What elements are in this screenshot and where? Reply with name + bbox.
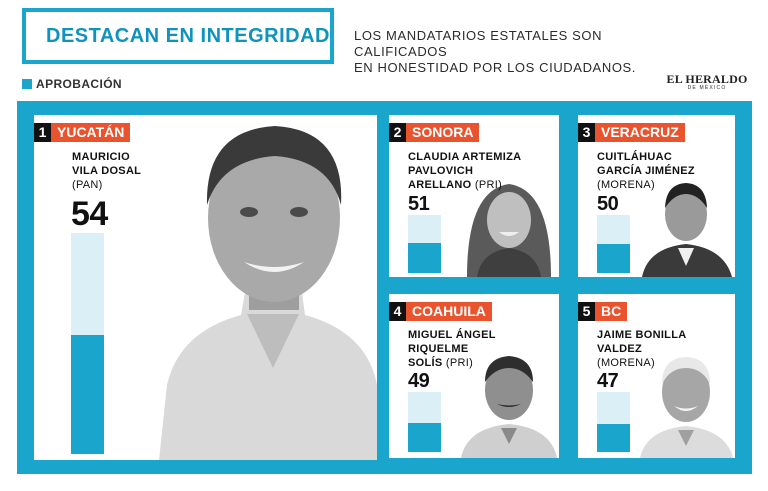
party-label: (PRI) xyxy=(445,357,474,369)
name-line: CLAUDIA ARTEMIZA xyxy=(408,151,522,163)
rank-label-2: 2 SONORA xyxy=(389,123,480,142)
rank-number-2: 2 xyxy=(389,123,406,142)
portrait-photo-3 xyxy=(642,183,732,277)
governor-card-1: 1 YUCATÁN MAURICIO VILA DOSAL (PAN) 54 xyxy=(34,115,377,460)
brand-sub: DE MÉXICO xyxy=(687,85,727,91)
score-value-2: 51 xyxy=(408,193,430,215)
brand-logo: EL HERALDO DE MÉXICO xyxy=(662,72,752,91)
party-label: (MORENA) xyxy=(597,357,656,369)
results-frame: 1 YUCATÁN MAURICIO VILA DOSAL (PAN) 54 2… xyxy=(17,101,752,474)
legend-label: APROBACIÓN xyxy=(36,77,123,91)
legend: APROBACIÓN xyxy=(22,77,122,91)
score-bar-4 xyxy=(408,392,441,452)
portrait-photo-4 xyxy=(461,356,557,458)
score-bar-fill-1 xyxy=(71,334,104,454)
rank-number-1: 1 xyxy=(34,123,51,142)
brand-name: EL HERALDO xyxy=(666,72,748,86)
page-title: DESTACAN EN INTEGRIDAD xyxy=(46,25,330,47)
party-label: (PAN) xyxy=(72,179,103,191)
rank-label-3: 3 VERACRUZ xyxy=(578,123,685,142)
name-line: ARELLANO xyxy=(408,179,472,191)
name-line: MAURICIO xyxy=(72,151,131,163)
governor-card-5: 5 BC JAIME BONILLA VALDEZ (MORENA) 47 xyxy=(578,294,735,458)
state-name-5: BC xyxy=(595,302,628,321)
score-bar-fill-2 xyxy=(408,243,441,273)
rank-number-3: 3 xyxy=(578,123,595,142)
score-bar-fill-4 xyxy=(408,422,441,452)
rank-label-4: 4 COAHUILA xyxy=(389,302,492,321)
name-line: CUITLÁHUAC xyxy=(597,151,673,163)
header-box: DESTACAN EN INTEGRIDAD xyxy=(22,8,334,64)
page-subtitle: LOS MANDATARIOS ESTATALES SON CALIFICADO… xyxy=(354,28,637,75)
governor-name-2: CLAUDIA ARTEMIZA PAVLOVICH ARELLANO (PRI… xyxy=(408,150,521,192)
governor-card-2: 2 SONORA CLAUDIA ARTEMIZA PAVLOVICH AREL… xyxy=(389,115,559,277)
score-bar-1 xyxy=(71,233,104,454)
score-bar-fill-5 xyxy=(597,423,630,452)
name-line: SOLÍS xyxy=(408,357,443,369)
rank-label-1: 1 YUCATÁN xyxy=(34,123,131,142)
governor-name-4: MIGUEL ÁNGEL RIQUELME SOLÍS (PRI) xyxy=(408,328,496,370)
score-bar-2 xyxy=(408,215,441,273)
state-name-4: COAHUILA xyxy=(406,302,492,321)
name-line: JAIME BONILLA xyxy=(597,329,687,341)
score-value-3: 50 xyxy=(597,193,619,215)
legend-swatch xyxy=(22,79,32,89)
governor-name-1: MAURICIO VILA DOSAL (PAN) xyxy=(72,150,141,192)
score-bar-fill-3 xyxy=(597,244,630,273)
party-label: (PRI) xyxy=(474,179,503,191)
portrait-photo-1 xyxy=(159,126,377,460)
rank-number-4: 4 xyxy=(389,302,406,321)
state-name-1: YUCATÁN xyxy=(51,123,131,142)
rank-number-5: 5 xyxy=(578,302,595,321)
name-line: PAVLOVICH xyxy=(408,165,474,177)
name-line: MIGUEL ÁNGEL xyxy=(408,329,496,341)
state-name-2: SONORA xyxy=(406,123,480,142)
score-bar-5 xyxy=(597,392,630,452)
name-line: RIQUELME xyxy=(408,343,469,355)
portrait-photo-5 xyxy=(640,357,733,458)
score-bar-3 xyxy=(597,215,630,273)
portrait-photo-2 xyxy=(467,184,551,277)
name-line: VALDEZ xyxy=(597,343,642,355)
governor-card-4: 4 COAHUILA MIGUEL ÁNGEL RIQUELME SOLÍS (… xyxy=(389,294,559,458)
name-line: GARCÍA JIMÉNEZ xyxy=(597,165,695,177)
rank-label-5: 5 BC xyxy=(578,302,628,321)
governor-card-3: 3 VERACRUZ CUITLÁHUAC GARCÍA JIMÉNEZ (MO… xyxy=(578,115,735,277)
governor-name-3: CUITLÁHUAC GARCÍA JIMÉNEZ (MORENA) xyxy=(597,150,695,192)
score-value-4: 49 xyxy=(408,370,430,392)
score-value-1: 54 xyxy=(71,195,108,233)
name-line: VILA DOSAL xyxy=(72,165,142,177)
score-value-5: 47 xyxy=(597,370,619,392)
state-name-3: VERACRUZ xyxy=(595,123,685,142)
party-label: (MORENA) xyxy=(597,179,656,191)
governor-name-5: JAIME BONILLA VALDEZ (MORENA) xyxy=(597,328,686,370)
